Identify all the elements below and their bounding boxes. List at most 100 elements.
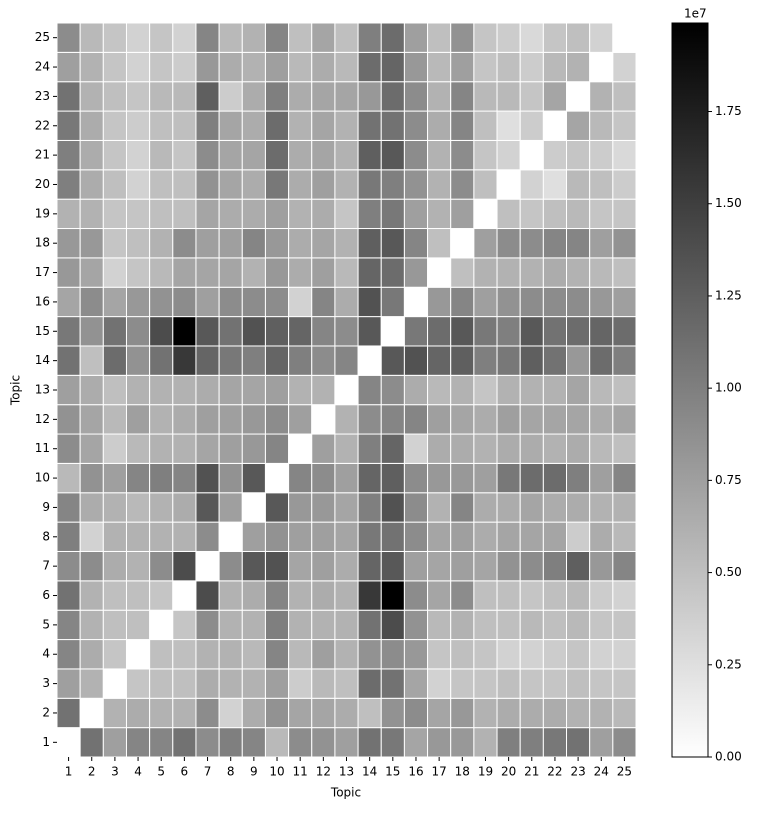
heatmap-cell	[79, 257, 104, 288]
heatmap-cell	[125, 697, 151, 729]
heatmap-cell	[427, 668, 452, 699]
heatmap-cell	[195, 169, 220, 200]
heatmap-cell	[403, 580, 429, 611]
heatmap-cell	[334, 22, 359, 53]
heatmap-cell	[56, 228, 81, 259]
heatmap-cell	[241, 316, 266, 347]
heatmap-cell	[357, 639, 382, 670]
heatmap-cell	[288, 316, 313, 347]
heatmap-cell	[427, 169, 452, 200]
heatmap-cell	[241, 404, 266, 435]
heatmap-cell	[195, 139, 220, 171]
heatmap-cell	[241, 169, 266, 200]
heatmap-cell	[172, 81, 197, 112]
heatmap-cell	[102, 727, 127, 758]
heatmap-cell	[450, 257, 475, 288]
heatmap-cell	[264, 345, 290, 376]
heatmap-cell	[56, 81, 81, 112]
x-tick-label: 20	[501, 765, 516, 779]
heatmap-cell	[589, 198, 614, 230]
heatmap-cell	[450, 316, 475, 347]
heatmap-cell	[56, 521, 81, 552]
heatmap-cell	[288, 492, 313, 523]
heatmap-cell	[403, 404, 429, 435]
heatmap-cell	[519, 580, 544, 611]
heatmap-cell	[172, 404, 197, 435]
heatmap-cell	[589, 81, 614, 112]
heatmap-cell	[311, 51, 336, 83]
heatmap-cell	[380, 521, 405, 552]
heatmap-cell	[241, 286, 266, 318]
heatmap-cell	[403, 345, 429, 376]
heatmap-cell	[172, 492, 197, 523]
heatmap-cell	[542, 697, 568, 729]
heatmap-cell	[79, 374, 104, 406]
heatmap-cell	[195, 257, 220, 288]
heatmap-cell	[79, 404, 104, 435]
heatmap-cell	[496, 609, 521, 641]
heatmap-cell	[334, 433, 359, 464]
heatmap-cell	[311, 668, 336, 699]
heatmap-cell	[542, 727, 568, 758]
heatmap-cell	[542, 345, 568, 376]
heatmap-cell	[218, 345, 243, 376]
heatmap-cell	[125, 521, 151, 552]
heatmap-cell	[519, 521, 544, 552]
heatmap-cell	[403, 374, 429, 406]
heatmap-cell	[56, 462, 81, 494]
heatmap-cell	[218, 316, 243, 347]
heatmap-cell	[542, 81, 568, 112]
heatmap-cell	[519, 697, 544, 729]
heatmap-cell	[589, 727, 614, 758]
heatmap-cell	[566, 257, 591, 288]
heatmap-cell	[56, 51, 81, 83]
heatmap-cell	[311, 639, 336, 670]
heatmap-cell	[566, 316, 591, 347]
heatmap-cell	[288, 81, 313, 112]
heatmap-cell	[380, 169, 405, 200]
heatmap-cell	[79, 492, 104, 523]
heatmap-cell	[473, 169, 498, 200]
heatmap-cell	[218, 639, 243, 670]
heatmap-cell	[79, 609, 104, 641]
heatmap-cell	[172, 22, 197, 53]
heatmap-cell	[380, 697, 405, 729]
heatmap-cell	[473, 51, 498, 83]
heatmap-cell	[380, 492, 405, 523]
heatmap-cell	[264, 139, 290, 171]
heatmap-cell	[311, 286, 336, 318]
heatmap-cell	[79, 110, 104, 141]
heatmap-cell	[473, 462, 498, 494]
heatmap-cell	[542, 550, 568, 582]
heatmap-cell	[427, 639, 452, 670]
heatmap-cell	[380, 139, 405, 171]
heatmap-cell	[589, 492, 614, 523]
heatmap-cell	[334, 51, 359, 83]
heatmap-cell	[264, 521, 290, 552]
heatmap-cell	[519, 110, 544, 141]
heatmap-cell	[542, 668, 568, 699]
heatmap-cell	[612, 609, 637, 641]
heatmap-cell	[427, 433, 452, 464]
heatmap-cell	[473, 198, 498, 230]
heatmap-cell	[241, 139, 266, 171]
heatmap-cell	[241, 374, 266, 406]
heatmap-cell	[450, 609, 475, 641]
x-tick-label: 19	[478, 765, 493, 779]
heatmap-cell	[427, 81, 452, 112]
heatmap-cell	[311, 228, 336, 259]
heatmap-cell	[311, 257, 336, 288]
heatmap-cell	[357, 286, 382, 318]
heatmap-cell	[56, 286, 81, 318]
heatmap-cell	[79, 727, 104, 758]
heatmap-cell	[542, 492, 568, 523]
x-tick-label: 3	[111, 765, 119, 779]
heatmap-cell	[334, 228, 359, 259]
heatmap-cell	[125, 139, 151, 171]
heatmap-cell	[56, 609, 81, 641]
heatmap-cell	[473, 580, 498, 611]
heatmap-cell	[218, 110, 243, 141]
heatmap-cell	[380, 198, 405, 230]
x-tick-label: 12	[316, 765, 331, 779]
heatmap-cell	[241, 433, 266, 464]
